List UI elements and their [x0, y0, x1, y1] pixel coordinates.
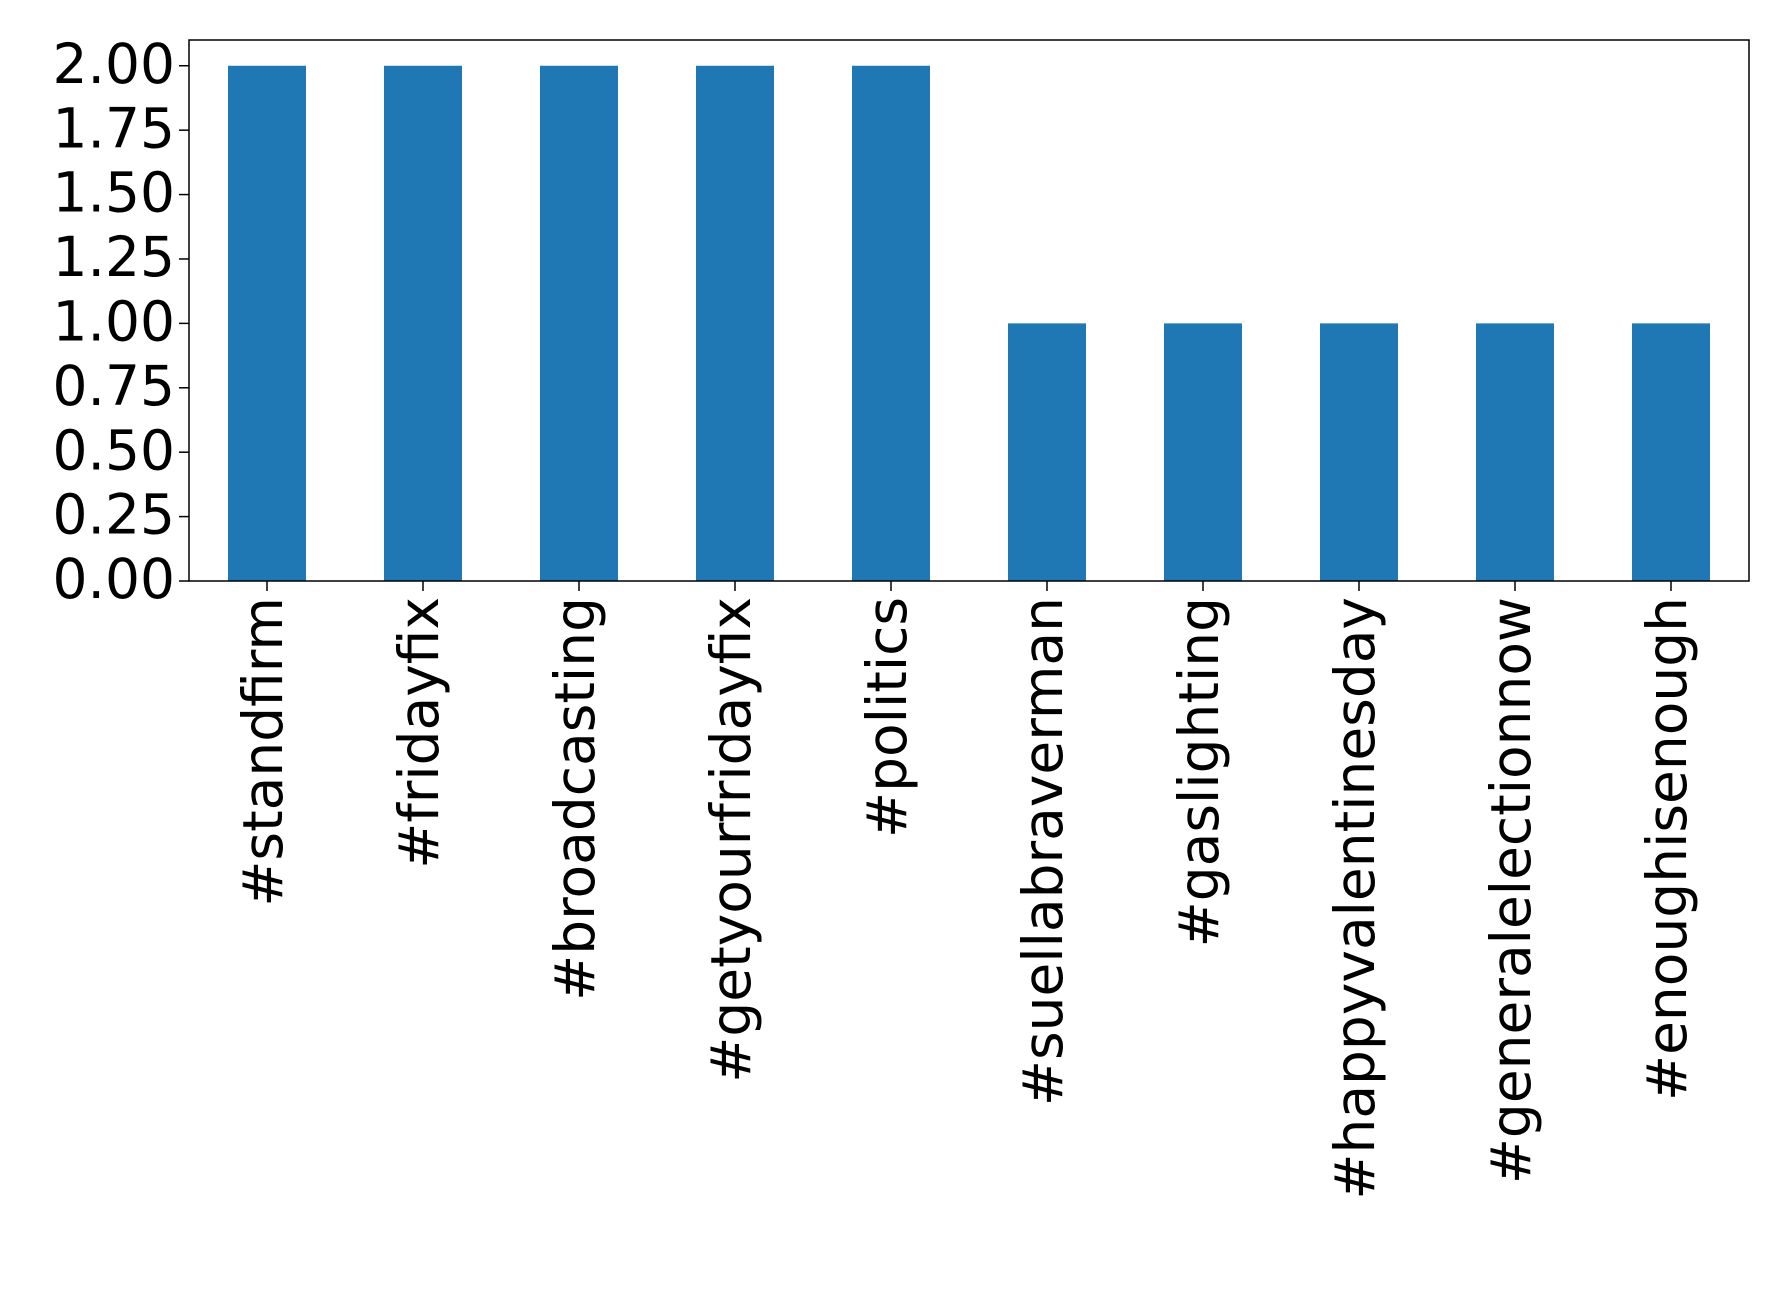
x-tick-label: #generalelectionnow — [1479, 597, 1543, 1184]
y-tick-label: 1.75 — [53, 96, 175, 160]
x-tick-label: #getyourfridayfix — [699, 597, 763, 1083]
x-tick-label: #enoughisenough — [1635, 597, 1699, 1101]
bar — [228, 65, 306, 581]
y-tick-label: 0.75 — [53, 354, 175, 418]
x-tick-label: #standfirm — [231, 597, 295, 907]
x-tick-label: #politics — [855, 597, 919, 838]
x-tick-label: #fridayfix — [387, 597, 451, 869]
bar — [384, 65, 462, 581]
plot-frame — [188, 39, 1750, 582]
y-tick-label: 2.00 — [53, 32, 175, 96]
bar — [696, 65, 774, 581]
x-tick-label: #gaslighting — [1167, 597, 1231, 947]
x-tick-label: #happyvalentinesday — [1323, 597, 1387, 1200]
x-tick-label: #broadcasting — [543, 597, 607, 1001]
y-tick-label: 1.50 — [53, 161, 175, 225]
bar — [1632, 323, 1710, 581]
y-tick-label: 1.25 — [53, 225, 175, 289]
y-tick-label: 1.00 — [53, 290, 175, 354]
y-tick-label: 0.50 — [53, 418, 175, 482]
y-tick-label: 0.00 — [53, 547, 175, 611]
y-tick-label: 0.25 — [53, 483, 175, 547]
x-tick-label: #suellabraverman — [1011, 597, 1075, 1106]
bar — [1320, 323, 1398, 581]
bar — [852, 65, 930, 581]
bar — [540, 65, 618, 581]
bar — [1008, 323, 1086, 581]
bar — [1164, 323, 1242, 581]
bar — [1476, 323, 1554, 581]
